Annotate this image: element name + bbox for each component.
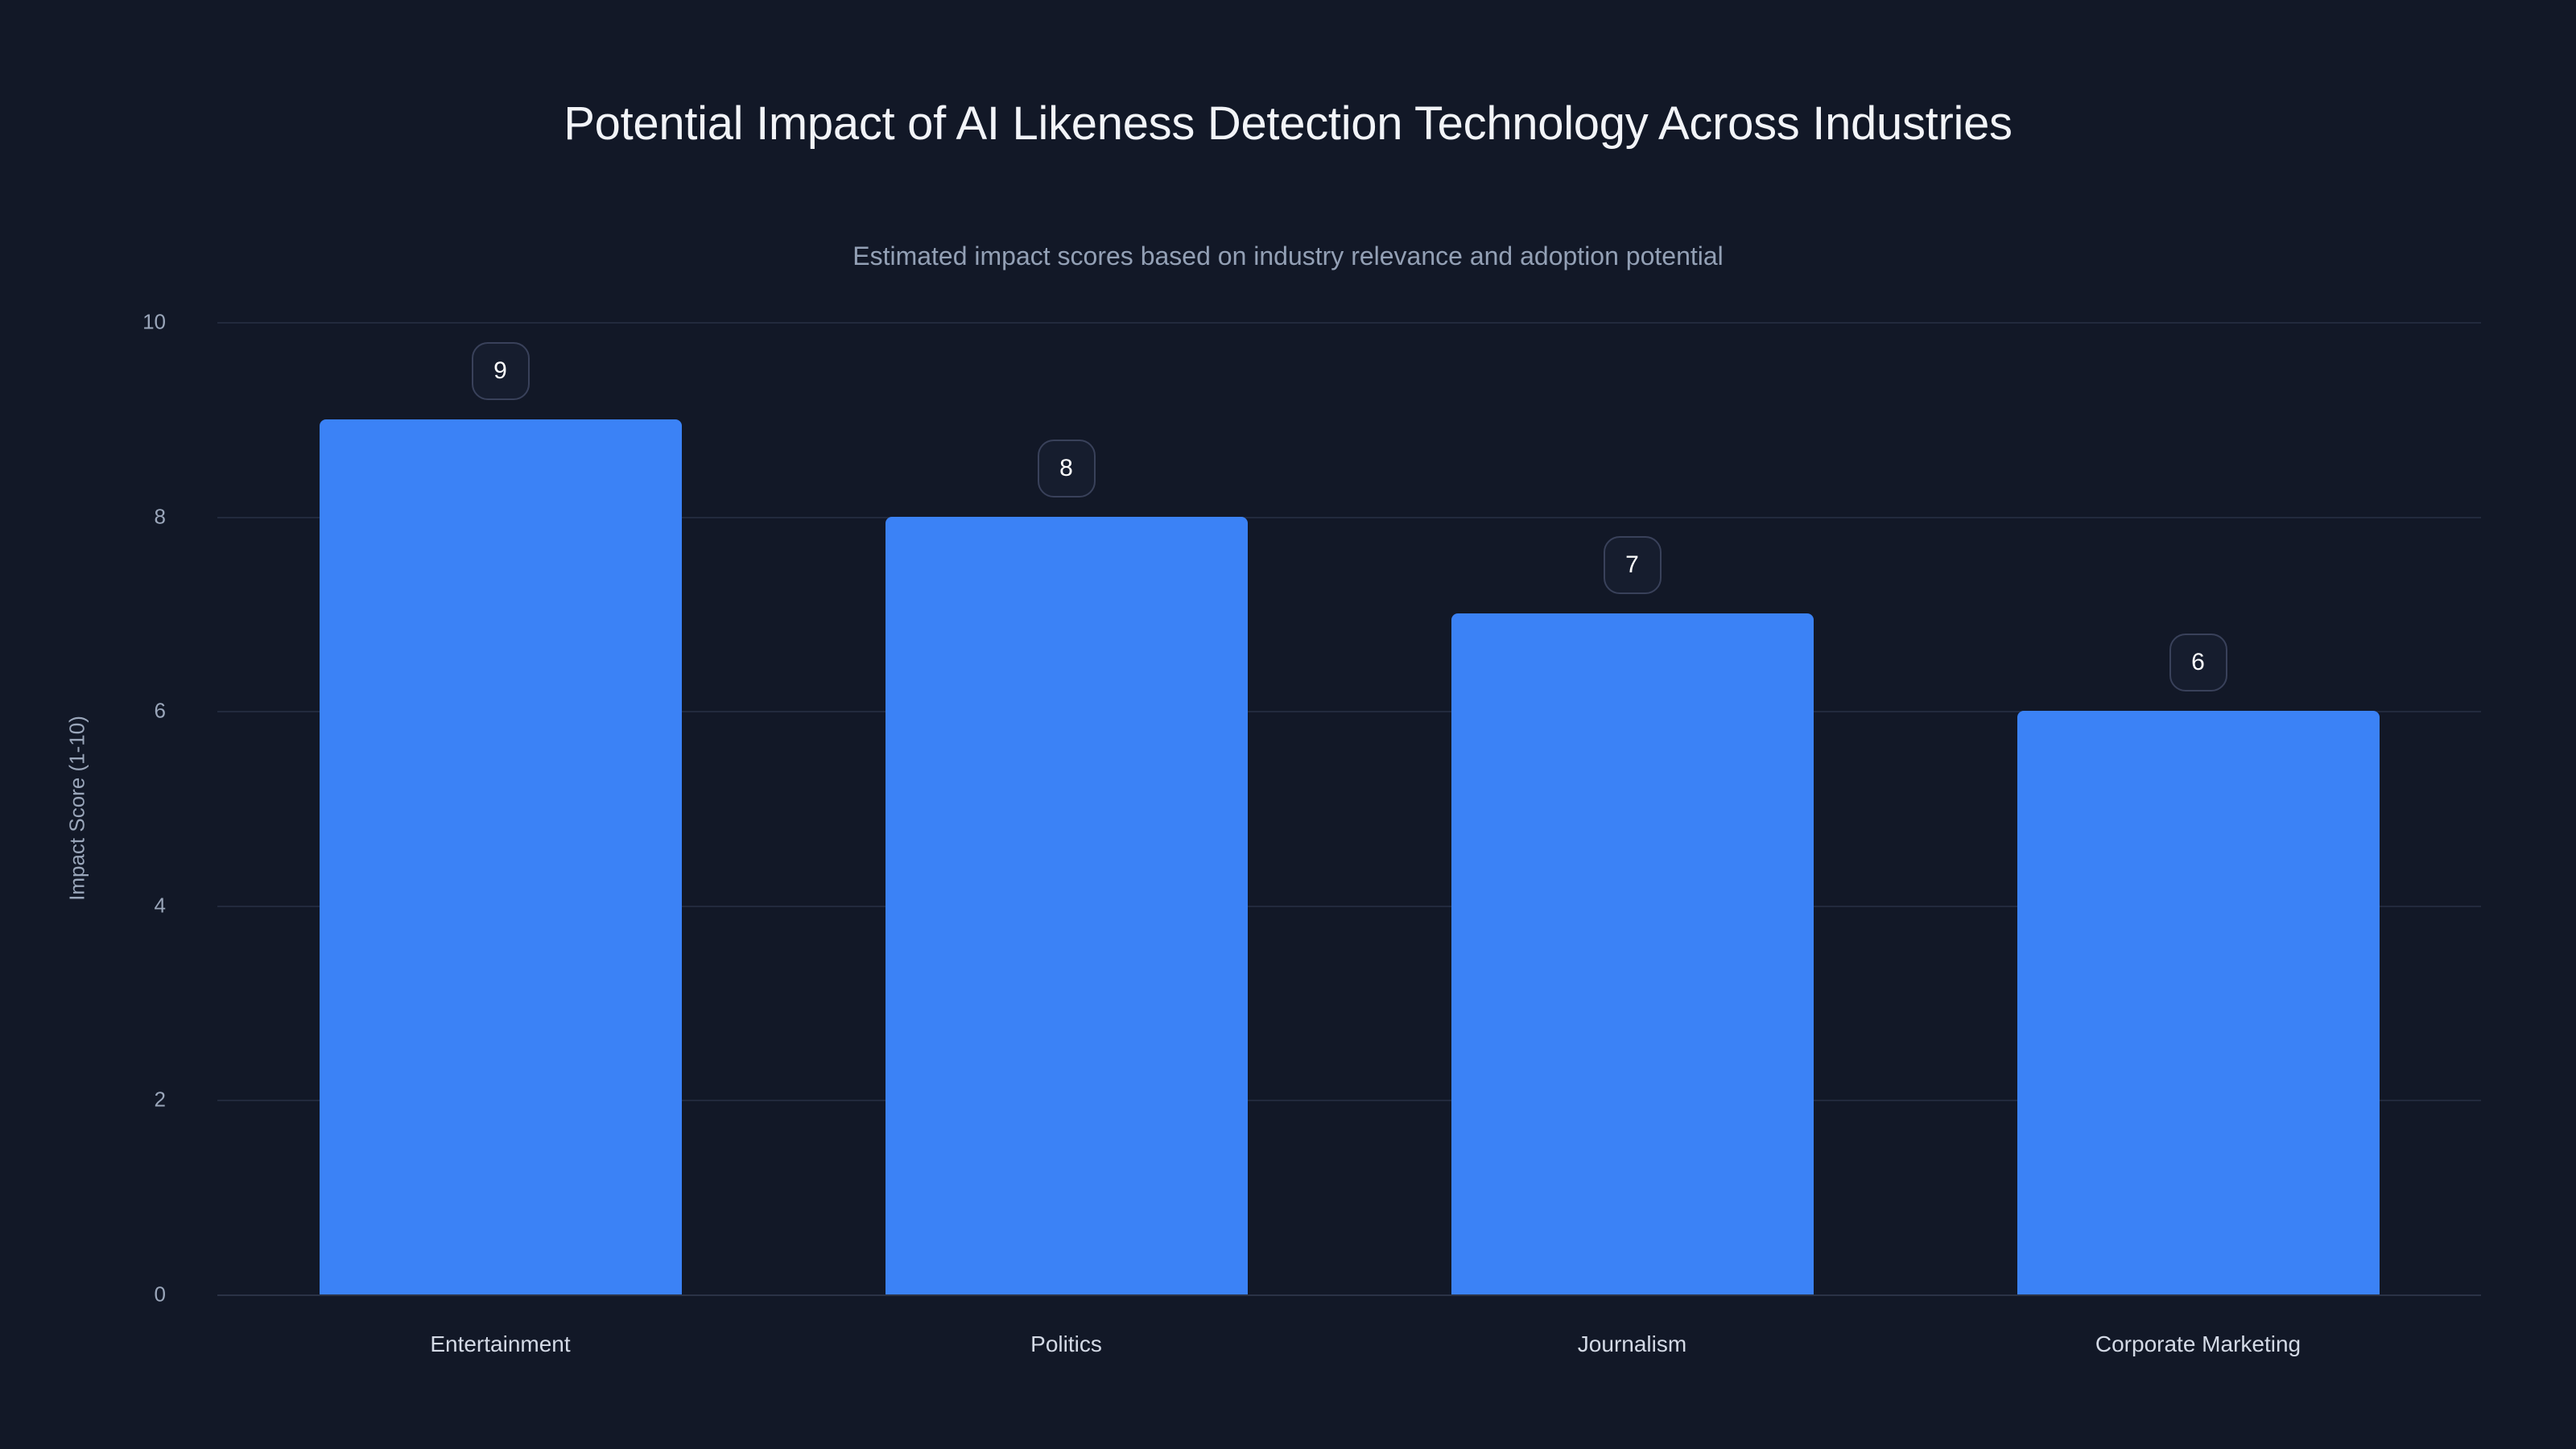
chart-title: Potential Impact of AI Likeness Detectio… bbox=[564, 97, 2013, 150]
x-tick-label-politics: Politics bbox=[1030, 1331, 1102, 1356]
value-badge-entertainment: 9 bbox=[471, 341, 530, 400]
plot-area: 9 8 7 6 bbox=[217, 322, 2481, 1296]
x-tick-label-journalism: Journalism bbox=[1577, 1331, 1687, 1356]
gridline-y-6 bbox=[217, 711, 2481, 713]
y-tick-label-8: 8 bbox=[154, 504, 166, 529]
value-badge-journalism: 7 bbox=[1603, 536, 1662, 595]
gridline-y-2 bbox=[217, 1100, 2481, 1102]
gridline-y-0 bbox=[217, 1294, 2481, 1296]
y-tick-label-4: 4 bbox=[154, 893, 166, 918]
y-tick-label-10: 10 bbox=[142, 309, 166, 334]
y-tick-label-2: 2 bbox=[154, 1087, 166, 1112]
chart-subtitle: Estimated impact scores based on industr… bbox=[852, 242, 1724, 270]
bar-politics[interactable] bbox=[885, 516, 1248, 1294]
bar-entertainment[interactable] bbox=[319, 419, 682, 1294]
gridline-y-4 bbox=[217, 905, 2481, 907]
bar-corporate-marketing[interactable] bbox=[2017, 711, 2380, 1294]
y-tick-label-0: 0 bbox=[154, 1282, 166, 1307]
y-axis-tick-labels: 0 2 4 6 8 10 bbox=[0, 310, 193, 1307]
gridline-y-8 bbox=[217, 516, 2481, 518]
x-tick-label-entertainment: Entertainment bbox=[430, 1331, 571, 1356]
x-tick-label-corporate-marketing: Corporate Marketing bbox=[2095, 1331, 2301, 1356]
gridline-y-10 bbox=[217, 322, 2481, 324]
y-tick-label-6: 6 bbox=[154, 698, 166, 723]
value-badge-politics: 8 bbox=[1037, 439, 1096, 497]
value-badge-corporate-marketing: 6 bbox=[2169, 634, 2227, 692]
bar-journalism[interactable] bbox=[1451, 613, 1814, 1294]
